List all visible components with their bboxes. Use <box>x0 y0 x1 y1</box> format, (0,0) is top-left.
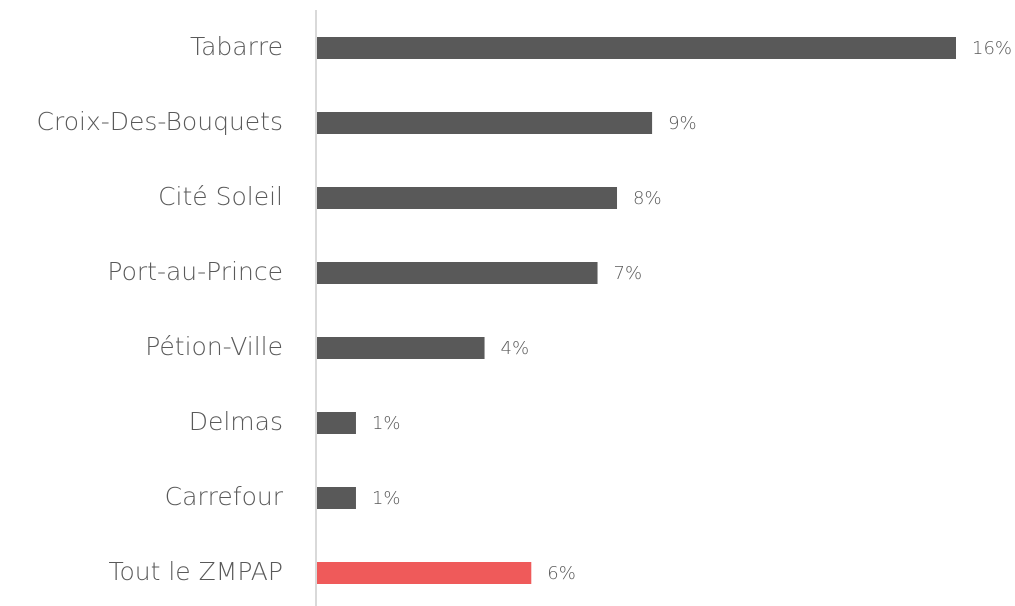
data-label: 6% <box>547 563 576 584</box>
bar <box>317 262 598 284</box>
bar <box>317 337 485 359</box>
data-label: 16% <box>972 38 1012 59</box>
category-label: Delmas <box>189 407 283 436</box>
data-label: 1% <box>372 413 401 434</box>
bar <box>317 412 356 434</box>
category-label: Tout le ZMPAP <box>108 557 283 586</box>
category-label: Carrefour <box>165 482 284 511</box>
bar <box>317 487 356 509</box>
category-label: Croix-Des-Bouquets <box>37 107 283 136</box>
data-label: 4% <box>501 338 530 359</box>
bar <box>317 187 618 209</box>
bar <box>317 112 653 134</box>
data-label: 7% <box>614 263 643 284</box>
category-label: Cité Soleil <box>158 182 283 211</box>
data-label: 9% <box>668 113 697 134</box>
category-label: Port-au-Prince <box>107 257 283 286</box>
category-label: Pétion-Ville <box>145 332 283 361</box>
data-label: 8% <box>633 188 662 209</box>
bar <box>317 562 532 584</box>
category-label: Tabarre <box>190 32 283 61</box>
data-label: 1% <box>372 488 401 509</box>
bar <box>317 37 956 59</box>
